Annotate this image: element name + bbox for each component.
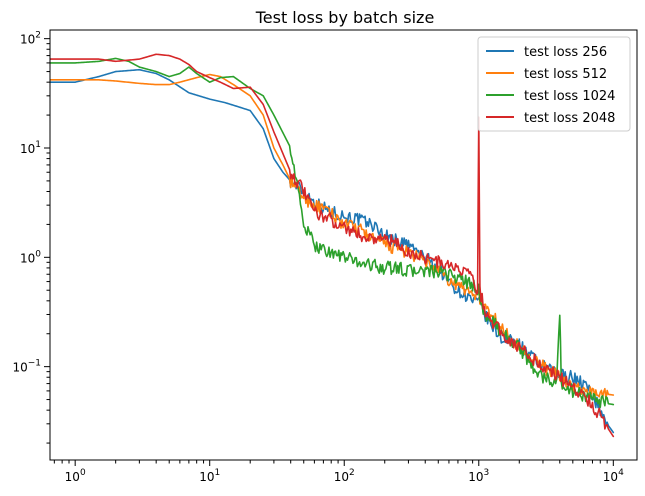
- legend-label: test loss 1024: [524, 89, 615, 104]
- x-tick-label: 104: [603, 468, 624, 484]
- legend-box: [477, 36, 631, 132]
- x-tick-label: 100: [65, 468, 86, 484]
- ticks-layer: 100 101 102 103 104 10−1 100 101 102: [12, 31, 624, 484]
- y-tick-label: 102: [20, 31, 41, 47]
- x-tick-label: 103: [468, 468, 489, 484]
- legend-label: test loss 2048: [524, 111, 615, 126]
- axes-frame: [49, 29, 638, 461]
- legend: test loss 256 test loss 512 test loss 1024…: [477, 36, 631, 132]
- y-tick-label: 10−1: [12, 359, 41, 375]
- series-line-1: [50, 68, 615, 434]
- y-tick-label: 100: [20, 249, 41, 265]
- series-layer: [50, 53, 615, 438]
- series-line-4: [50, 53, 615, 438]
- x-tick-label: 102: [334, 468, 355, 484]
- legend-label: test loss 256: [524, 45, 607, 60]
- x-tick-label: 101: [199, 468, 220, 484]
- chart-title: Test loss by batch size: [255, 8, 435, 27]
- legend-label: test loss 512: [524, 67, 607, 82]
- y-tick-label: 101: [20, 140, 41, 156]
